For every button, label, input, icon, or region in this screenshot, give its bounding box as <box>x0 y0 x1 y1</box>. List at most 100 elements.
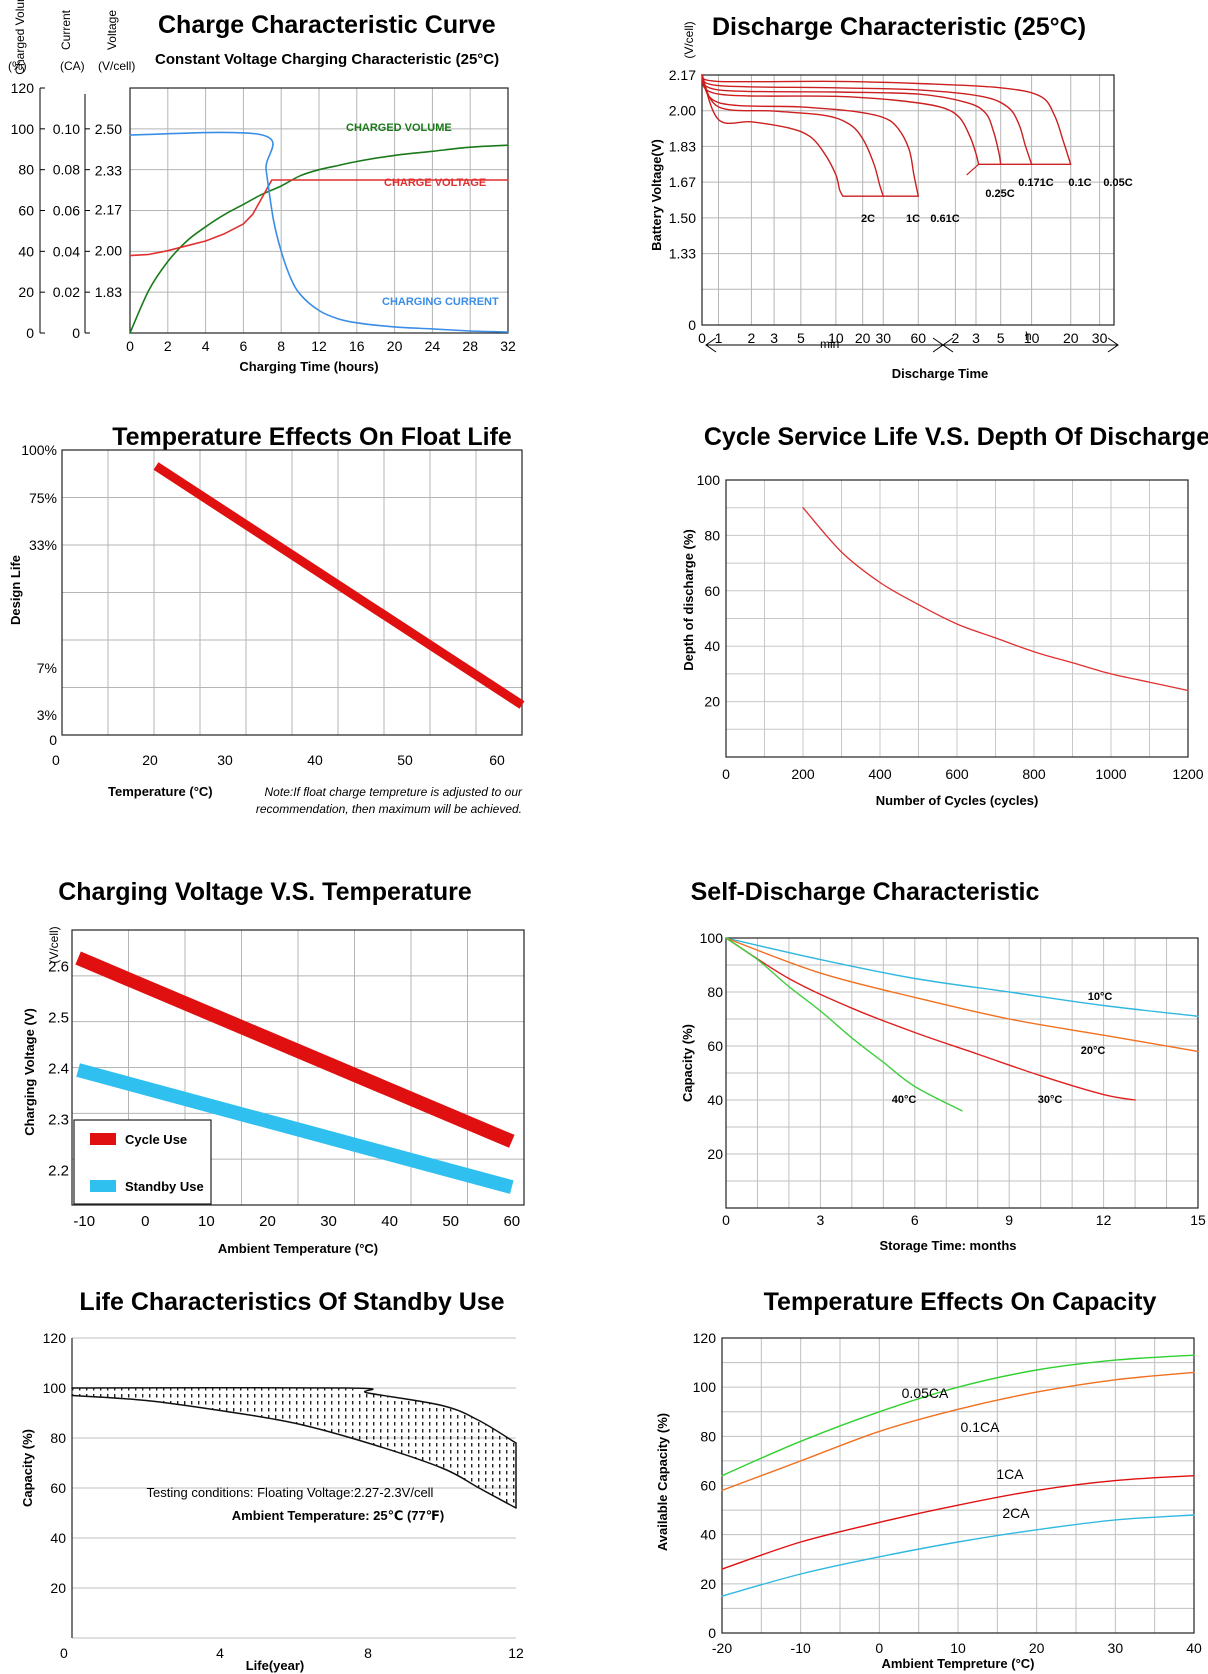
footnote: Note:If float charge tempreture is adjus… <box>265 785 523 799</box>
chart-title: Temperature Effects On Float Life <box>112 423 512 451</box>
chart-title: Charging Voltage V.S. Temperature <box>58 878 472 906</box>
self-discharge-curve <box>725 937 1136 1101</box>
x-tick-label: 6 <box>240 338 248 354</box>
x-tick-label: 12 <box>508 1645 524 1661</box>
y-tick-label: 60 <box>50 1480 66 1496</box>
volume-tick-label: 80 <box>18 162 34 178</box>
x-tick-label: 16 <box>349 338 365 354</box>
y-axis-label: Capacity (%) <box>20 1429 35 1507</box>
y-tick-label: 1.83 <box>669 138 696 154</box>
x-tick-label: 20 <box>259 1213 276 1230</box>
axis-header-current: Current <box>59 9 73 50</box>
y-tick-label: 33% <box>29 537 57 553</box>
y-tick-label: 20 <box>707 1146 723 1162</box>
voltage-tick-label: 2.33 <box>95 162 122 178</box>
y-tick-label: 2.4 <box>48 1061 69 1078</box>
plot-frame <box>725 479 1189 758</box>
x-tick-label: 20 <box>1029 1640 1045 1656</box>
rate-label: 0.1CA <box>961 1419 1001 1435</box>
x-tick-label: 5 <box>797 330 805 346</box>
y-tick-label: 1.33 <box>669 246 696 262</box>
x-tick-label: 10 <box>198 1213 215 1230</box>
plot-frame <box>61 449 523 736</box>
x-tick-label: 30 <box>1092 330 1108 346</box>
y-tick-label: 40 <box>704 638 720 654</box>
x-tick-label: 3 <box>770 330 778 346</box>
chart-subtitle: Constant Voltage Charging Characteristic… <box>155 51 499 68</box>
x-tick-label: 9 <box>1005 1212 1013 1228</box>
y-axis-label: Capacity (%) <box>680 1024 695 1102</box>
x-tick-label: 0 <box>126 338 134 354</box>
arrow-divider-icon <box>932 337 954 353</box>
rate-label: 0.05CA <box>902 1385 949 1401</box>
range-label-min: min <box>820 337 839 351</box>
y-unit-label: (V/cell) <box>47 926 61 963</box>
chart-title: Discharge Characteristic (25°C) <box>712 13 1086 41</box>
x-tick-label: 2 <box>164 338 172 354</box>
y-tick-label: 120 <box>43 1330 67 1346</box>
x-tick-label: 40 <box>1186 1640 1202 1656</box>
y-tick-label: 80 <box>50 1430 66 1446</box>
y-tick-label: 60 <box>700 1478 716 1494</box>
testing-conditions-line: Ambient Temperature: 25℃ (77℉) <box>232 1508 444 1523</box>
y-axis-label: Available Capacity (%) <box>655 1413 670 1551</box>
y-axis-label: Depth of discharge (%) <box>681 529 696 671</box>
upper-life-curve <box>71 1386 517 1444</box>
charge-voltage-label: CHARGE VOLTAGE <box>384 177 486 189</box>
y-tick-label: 2.3 <box>48 1111 69 1128</box>
y-tick-label: 1.50 <box>669 210 696 226</box>
volume-tick-label: 60 <box>18 203 34 219</box>
x-tick-label: 60 <box>911 330 927 346</box>
rate-label: 0.1C <box>1068 177 1091 189</box>
y-tick-label: 3% <box>37 707 57 723</box>
x-tick-label: 30 <box>875 330 891 346</box>
legend-swatch-cycle <box>90 1133 116 1145</box>
discharge-curve <box>701 74 1033 165</box>
y-tick-label: 100 <box>697 472 721 488</box>
chart-title: Charge Characteristic Curve <box>158 11 496 39</box>
x-tick-label: 2 <box>748 330 756 346</box>
x-tick-label: 24 <box>425 338 441 354</box>
arrow-right-icon <box>1107 337 1119 353</box>
x-tick-label: -20 <box>712 1640 732 1656</box>
rate-label: 2C <box>861 213 875 225</box>
volume-tick-label: 120 <box>11 80 35 96</box>
legend-label-cycle: Cycle Use <box>125 1132 187 1147</box>
x-tick-label: 400 <box>868 766 892 782</box>
x-axis-label: Temperature (°C) <box>108 784 213 799</box>
capacity-curve <box>721 1371 1195 1492</box>
x-tick-label: 40 <box>381 1213 398 1230</box>
x-axis-label: Ambient Tempreture (°C) <box>881 1656 1034 1671</box>
temperature-label: 40°C <box>892 1094 917 1106</box>
x-tick-label: 28 <box>462 338 478 354</box>
temperature-label: 20°C <box>1081 1045 1106 1057</box>
chart-title: Self-Discharge Characteristic <box>691 878 1040 906</box>
x-tick-label: 4 <box>202 338 210 354</box>
capacity-curve <box>721 1354 1195 1477</box>
standby-use-line <box>76 1063 514 1194</box>
x-tick-label: 20 <box>142 752 158 768</box>
charged-volume-label: CHARGED VOLUME <box>346 122 452 134</box>
y-tick-label: 2.6 <box>48 959 69 976</box>
x-tick-label-zero: 0 <box>52 752 60 768</box>
rate-label: 0.171C <box>1018 177 1054 189</box>
x-tick-label: 0 <box>698 330 706 346</box>
x-tick-label: 20 <box>855 330 871 346</box>
volume-tick-label: 100 <box>11 121 35 137</box>
x-tick-label: 10 <box>828 330 844 346</box>
y-tick-label: 100 <box>43 1380 67 1396</box>
x-tick-label: 10 <box>1024 330 1040 346</box>
x-tick-label: 20 <box>387 338 403 354</box>
x-tick-label: 3 <box>972 330 980 346</box>
plot-frame <box>701 74 1115 326</box>
charging-current-label: CHARGING CURRENT <box>382 296 499 308</box>
y-tick-label: 80 <box>700 1428 716 1444</box>
axis-header-volume: Charged Volume <box>13 0 27 75</box>
y-tick-label: 0 <box>49 732 57 748</box>
range-label-h: h <box>1025 329 1032 343</box>
temperature-label: 10°C <box>1088 991 1113 1003</box>
x-tick-label: 600 <box>945 766 969 782</box>
x-tick-label: 30 <box>320 1213 337 1230</box>
